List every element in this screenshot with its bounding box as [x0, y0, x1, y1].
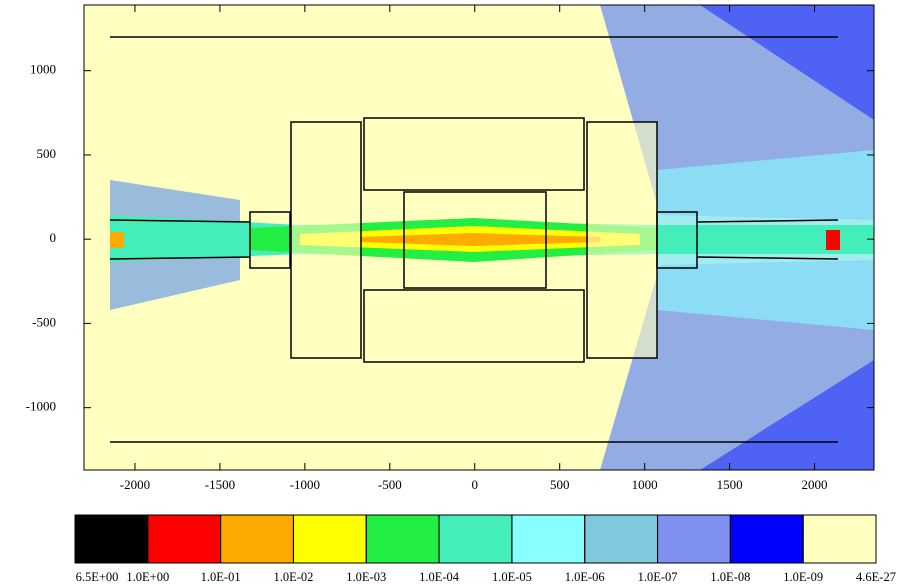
- y-tick-label: -500: [32, 314, 56, 329]
- colorbar-swatch: [439, 515, 512, 563]
- colorbar-swatch: [366, 515, 439, 563]
- colorbar-label: 1.0E-06: [565, 570, 605, 584]
- x-tick-label: 1500: [717, 477, 743, 492]
- x-tick-label: 1000: [632, 477, 658, 492]
- colorbar-label: 1.0E-05: [492, 570, 532, 584]
- colorbar-swatch: [730, 515, 803, 563]
- y-tick-label: 500: [37, 146, 57, 161]
- heatmap-image: [84, 5, 874, 470]
- x-tick-label: 500: [550, 477, 570, 492]
- colorbar-label: 1.0E-04: [419, 570, 460, 584]
- colorbar-swatch: [803, 515, 876, 563]
- y-tick-label: 1000: [30, 62, 56, 77]
- y-tick-label: -1000: [26, 399, 56, 414]
- colorbar-label: 6.5E+00: [76, 570, 119, 584]
- colorbar-swatch: [585, 515, 658, 563]
- colorbar-label: 1.0E+00: [126, 570, 169, 584]
- colorbar-swatch: [293, 515, 366, 563]
- chart: -2000 -1500 -1000 -500 0 500 1000 1500 2000 -1000…: [0, 0, 918, 587]
- x-tick-label: -1000: [290, 477, 320, 492]
- x-tick-label: -2000: [120, 477, 150, 492]
- colorbar-swatch: [658, 515, 731, 563]
- colorbar-swatch: [512, 515, 585, 563]
- colorbar-label: 1.0E-08: [710, 570, 750, 584]
- colorbar-label: 4.6E-27: [856, 570, 896, 584]
- colorbar-label: 1.0E-09: [783, 570, 823, 584]
- x-tick-label: -500: [378, 477, 402, 492]
- x-tick-label: 2000: [802, 477, 828, 492]
- colorbar-label: 1.0E-07: [638, 570, 678, 584]
- colorbar-swatch: [75, 515, 148, 563]
- colorbar-swatch: [148, 515, 221, 563]
- y-tick-label: 0: [50, 230, 57, 245]
- x-tick-label: 0: [472, 477, 479, 492]
- x-tick-label: -1500: [205, 477, 235, 492]
- colorbar-label: 1.0E-01: [201, 570, 241, 584]
- colorbar-swatch: [221, 515, 294, 563]
- colorbar-label: 1.0E-03: [346, 570, 386, 584]
- colorbar-label: 1.0E-02: [273, 570, 313, 584]
